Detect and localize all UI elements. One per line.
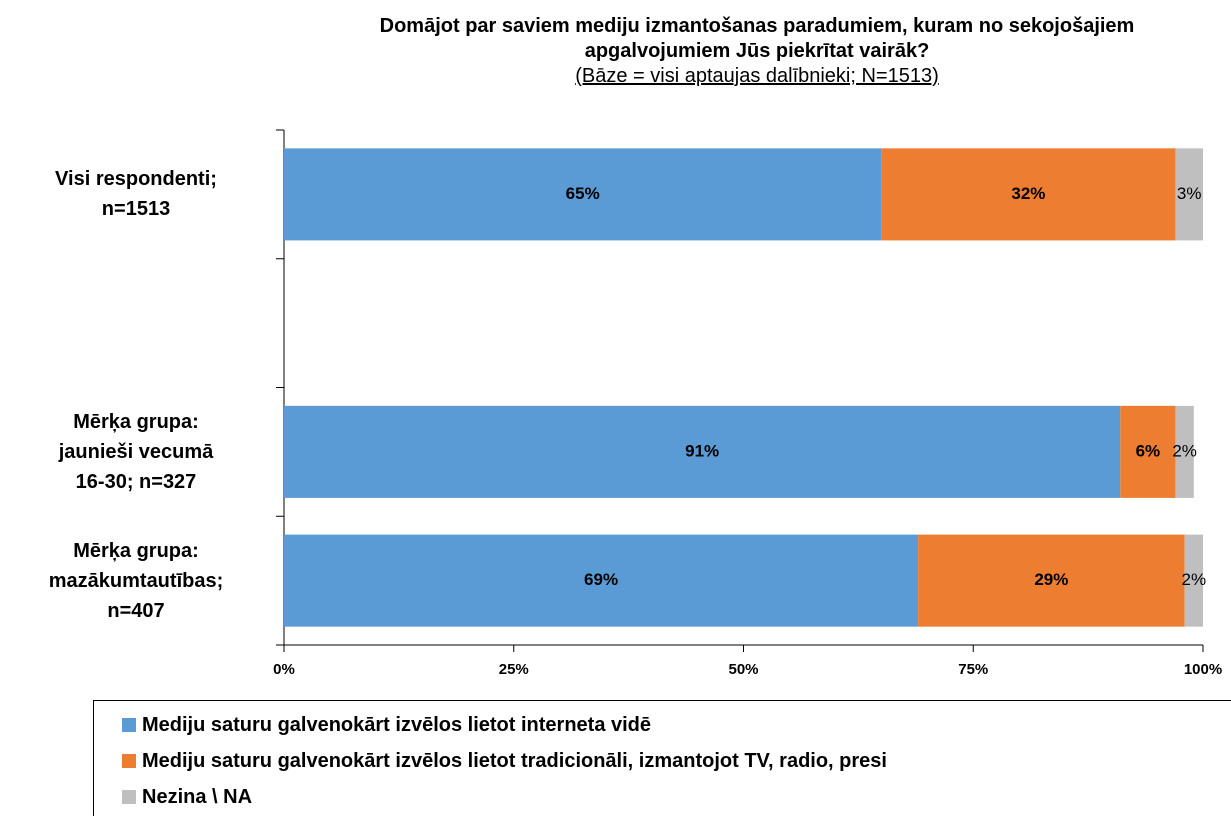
data-label: 29% [1034,570,1068,589]
legend-swatch [122,718,136,732]
bar-segment [284,534,919,627]
data-label: 2% [1172,441,1197,460]
data-label: 65% [566,184,600,203]
bar-segment [284,148,882,241]
legend-item: Nezina \ NA [122,779,1231,815]
legend-item: Mediju saturu galvenokārt izvēlos lietot… [122,743,1231,779]
bar-segment [881,148,1176,241]
bar-segment [1184,534,1203,627]
data-label: 2% [1182,570,1207,589]
legend-swatch [122,754,136,768]
bar-segment [918,534,1185,627]
data-label: 69% [584,570,618,589]
legend: Mediju saturu galvenokārt izvēlos lietot… [93,700,1231,816]
category-label: Mērķa grupa: jaunieši vecumā 16-30; n=32… [58,410,214,493]
bar-segment [1175,405,1194,498]
x-tick-label: 100% [1184,661,1222,678]
legend-label: Mediju saturu galvenokārt izvēlos lietot… [142,749,887,772]
data-label: 6% [1136,441,1161,460]
legend-label: Nezina \ NA [142,785,253,808]
legend-label: Mediju saturu galvenokārt izvēlos lietot… [142,713,652,736]
x-tick-label: 75% [958,661,988,678]
chart-title: Domājot par saviem mediju izmantošanas p… [379,15,1135,62]
chart-subtitle: (Bāze = visi aptaujas dalībnieki; N=1513… [575,65,939,87]
category-label: Mērķa grupa: mazākumtautības; n=407 [48,539,224,622]
x-tick-label: 0% [273,661,295,678]
legend-item: Mediju saturu galvenokārt izvēlos lietot… [122,707,1231,743]
data-label: 91% [685,441,719,460]
category-label: Visi respondenti; n=1513 [55,168,217,221]
bar-segment [284,405,1121,498]
x-tick-label: 50% [728,661,758,678]
bar-segment [1120,405,1176,498]
bar-segment [1175,148,1203,241]
legend-swatch [122,790,136,804]
x-tick-label: 25% [499,661,529,678]
data-label: 3% [1177,184,1202,203]
data-label: 32% [1011,184,1045,203]
